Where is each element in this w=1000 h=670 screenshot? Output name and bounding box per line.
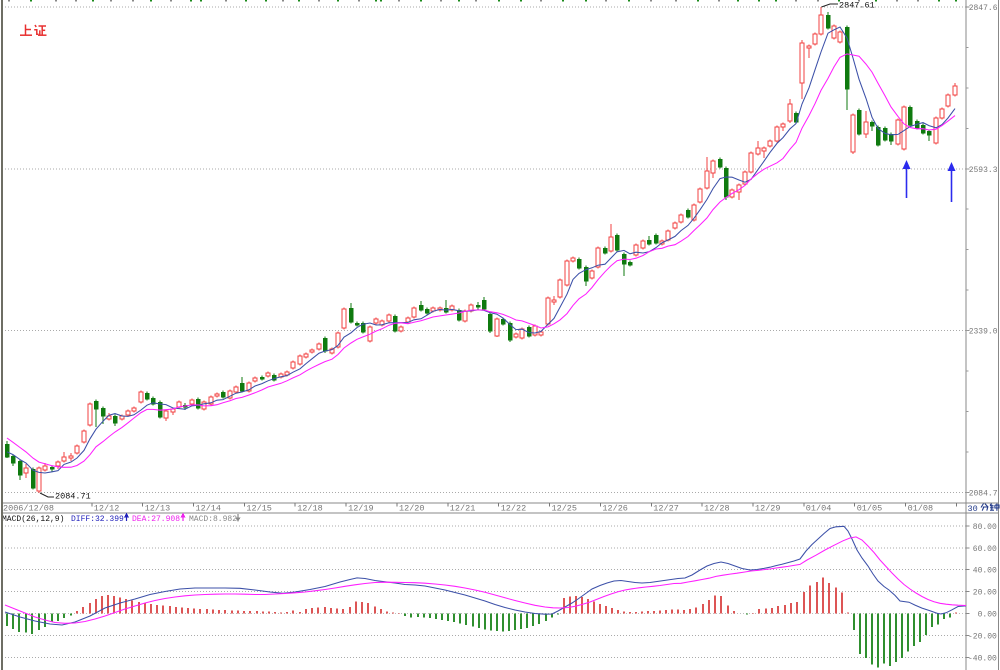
svg-text:12/29: 12/29 — [755, 504, 781, 514]
svg-text:2593.3: 2593.3 — [969, 166, 998, 175]
svg-text:2339.0: 2339.0 — [969, 328, 998, 337]
svg-text:2084.71: 2084.71 — [55, 492, 91, 502]
svg-text:DEA:27.908: DEA:27.908 — [132, 515, 180, 524]
svg-text:12/21: 12/21 — [450, 504, 476, 514]
svg-text:12/20: 12/20 — [399, 504, 425, 514]
svg-text:30: 30 — [968, 504, 978, 514]
svg-text:01/08: 01/08 — [908, 504, 934, 514]
svg-text:12/18: 12/18 — [297, 504, 323, 514]
svg-text:-40.00: -40.00 — [968, 654, 997, 663]
svg-text:12/15: 12/15 — [246, 504, 272, 514]
svg-text:12/25: 12/25 — [552, 504, 578, 514]
svg-text:DIFF:32.399: DIFF:32.399 — [71, 515, 124, 524]
svg-text:12/28: 12/28 — [704, 504, 730, 514]
svg-text:2847.61: 2847.61 — [839, 1, 875, 11]
svg-text:40.00: 40.00 — [973, 567, 997, 576]
svg-text:12/19: 12/19 — [348, 504, 374, 514]
svg-text:12/12: 12/12 — [94, 504, 120, 514]
svg-text:MACD:8.982: MACD:8.982 — [189, 515, 237, 524]
svg-text:2847.6: 2847.6 — [969, 4, 998, 13]
svg-text:12/27: 12/27 — [653, 504, 679, 514]
svg-text:12/22: 12/22 — [501, 504, 527, 514]
svg-text:01/05: 01/05 — [857, 504, 883, 514]
svg-text:60.00: 60.00 — [973, 545, 997, 554]
svg-text:12/13: 12/13 — [145, 504, 171, 514]
svg-text:2084.7: 2084.7 — [969, 489, 998, 498]
svg-text:80.00: 80.00 — [973, 523, 997, 532]
svg-text:12/14: 12/14 — [196, 504, 222, 514]
svg-text:MACD(26,12,9): MACD(26,12,9) — [2, 515, 64, 524]
svg-text:2006/12/08: 2006/12/08 — [3, 504, 54, 514]
svg-text:01/04: 01/04 — [806, 504, 832, 514]
svg-text:-20.00: -20.00 — [968, 632, 997, 641]
svg-text:12/26: 12/26 — [602, 504, 628, 514]
svg-text:20.00: 20.00 — [973, 589, 997, 598]
svg-text:0.00: 0.00 — [978, 611, 997, 620]
